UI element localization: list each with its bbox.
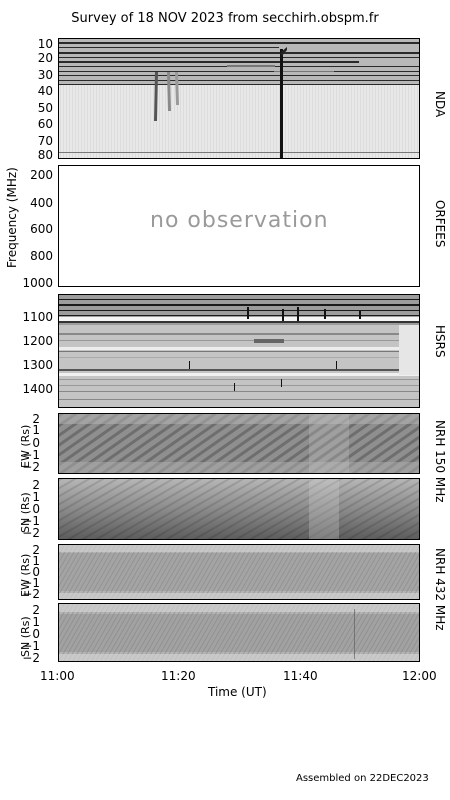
x-axis-label: Time (UT) [208, 685, 267, 699]
hsrs-tick: 1200 [22, 334, 53, 348]
assembled-note: Assembled on 22DEC2023 [296, 773, 429, 784]
nrh432-ew-tick: −1 [22, 576, 40, 590]
nrh150-ew-image [59, 414, 419, 473]
nrh150-sn-panel [58, 478, 420, 540]
orfees-tick: 1000 [22, 276, 53, 290]
nda-tick: 70 [37, 134, 53, 148]
nda-tick: 80 [37, 148, 53, 162]
no-observation-label: no observation [150, 208, 329, 233]
nrh432-ew-tick: 2 [32, 543, 40, 557]
orfees-tick: 800 [30, 249, 53, 263]
hsrs-label: HSRS [433, 325, 447, 358]
orfees-tick: 400 [30, 196, 53, 210]
nrh432-label: NRH 432 MHz [433, 548, 447, 631]
nda-tick: 60 [37, 117, 53, 131]
hsrs-spectrogram [59, 295, 419, 407]
survey-title: Survey of 18 NOV 2023 from secchirh.obsp… [71, 11, 379, 26]
nrh432-ew-panel [58, 544, 420, 600]
nrh432-sn-axis-label: SN (Rs) [19, 616, 32, 657]
nrh150-ew-panel [58, 413, 420, 474]
nrh432-ew-tick: 0 [32, 565, 40, 579]
nrh150-ew-tick: −1 [22, 448, 40, 462]
nrh432-sn-panel [58, 603, 420, 662]
x-tick: 11:40 [283, 669, 318, 683]
nrh150-sn-tick: −1 [22, 514, 40, 528]
nrh150-ew-tick: −2 [22, 460, 40, 474]
nrh432-ew-image [59, 545, 419, 599]
nrh150-ew-tick: 0 [32, 436, 40, 450]
nrh150-sn-tick: −2 [22, 526, 40, 540]
nrh150-sn-image [59, 479, 419, 539]
nrh432-sn-tick: 1 [32, 615, 40, 629]
x-tick: 12:00 [402, 669, 437, 683]
hsrs-tick: 1100 [22, 310, 53, 324]
hsrs-tick: 1300 [22, 358, 53, 372]
nda-tick: 10 [37, 37, 53, 51]
orfees-tick: 200 [30, 168, 53, 182]
nrh432-sn-tick: 2 [32, 603, 40, 617]
nrh432-sn-image [59, 604, 419, 661]
nda-panel [58, 38, 420, 159]
nrh150-sn-tick: 2 [32, 478, 40, 492]
nrh432-sn-tick: −2 [22, 651, 40, 665]
x-tick: 11:00 [40, 669, 75, 683]
nrh150-ew-tick: 2 [32, 412, 40, 426]
nrh432-sn-tick: −1 [22, 639, 40, 653]
nrh432-ew-tick: −2 [22, 587, 40, 601]
nda-label: NDA [433, 91, 447, 118]
hsrs-panel [58, 294, 420, 408]
orfees-label: ORFEES [433, 200, 447, 248]
x-tick: 11:20 [161, 669, 196, 683]
nda-spectrogram [59, 39, 419, 158]
nrh432-sn-tick: 0 [32, 627, 40, 641]
nda-tick: 20 [37, 51, 53, 65]
nda-tick: 30 [37, 68, 53, 82]
nrh150-sn-axis-label: SN (Rs) [19, 492, 32, 533]
hsrs-tick: 1400 [22, 382, 53, 396]
orfees-panel: no observation [58, 165, 420, 287]
nrh150-sn-tick: 1 [32, 490, 40, 504]
nrh432-ew-axis-label: EW (Rs) [19, 553, 32, 597]
nrh432-ew-tick: 1 [32, 554, 40, 568]
nda-tick: 50 [37, 101, 53, 115]
nrh150-sn-tick: 0 [32, 502, 40, 516]
nrh150-ew-axis-label: EW (Rs) [19, 424, 32, 468]
nrh150-label: NRH 150 MHz [433, 420, 447, 503]
orfees-tick: 600 [30, 222, 53, 236]
nda-tick: 40 [37, 84, 53, 98]
nrh150-ew-tick: 1 [32, 423, 40, 437]
